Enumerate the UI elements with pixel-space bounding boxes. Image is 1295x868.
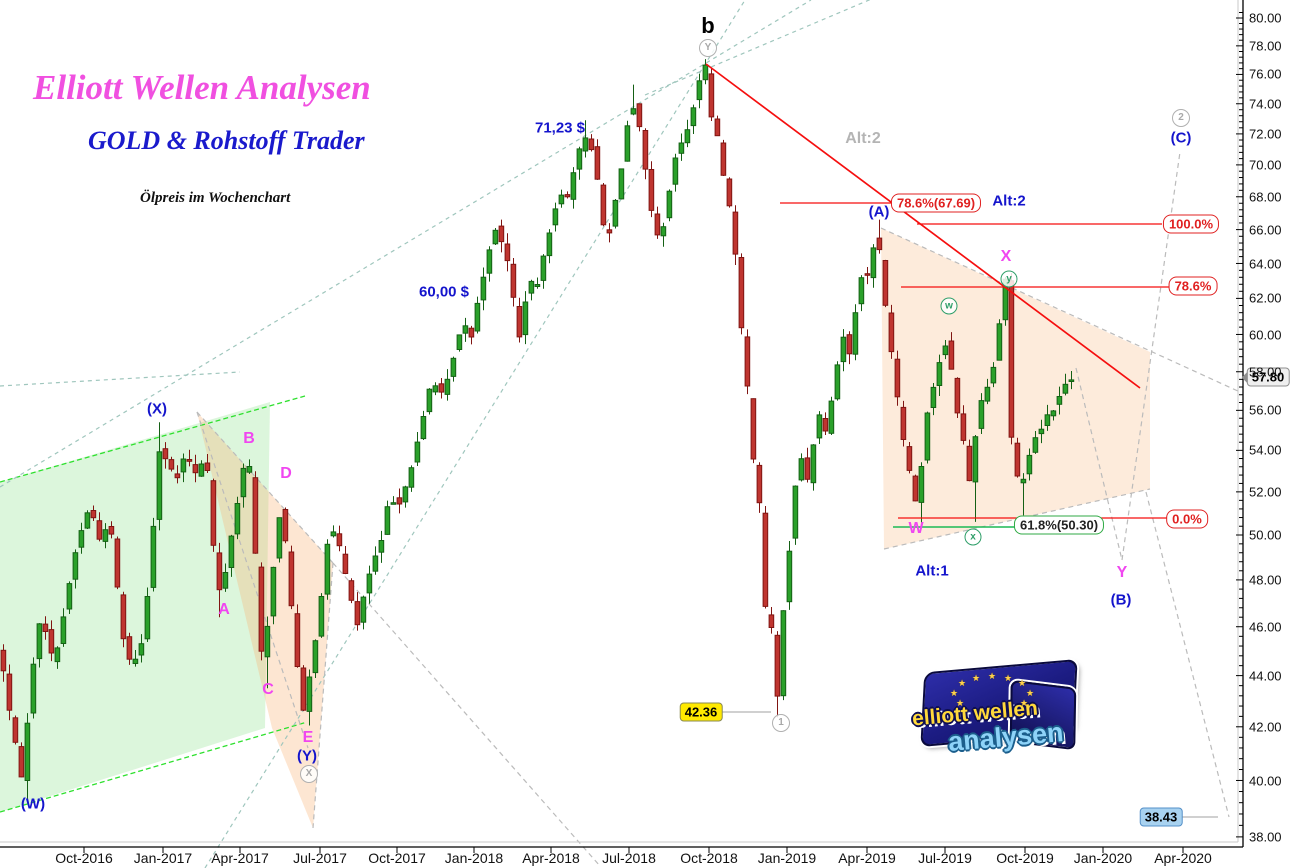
wave-W-paren: (W) <box>20 795 46 813</box>
price-axis-label: 68.00 <box>1249 189 1282 205</box>
fib-618-5030: 61.8%(50.30) <box>1013 515 1105 535</box>
logo-star-icon: ★ <box>956 698 965 708</box>
circled-w: w <box>940 297 958 315</box>
date-axis-label: Oct-2017 <box>368 850 426 866</box>
price-axis-label: 74.00 <box>1249 96 1282 112</box>
wave-W2: W <box>908 520 924 537</box>
axis-frame <box>0 0 1244 853</box>
price-axis-label: 42.00 <box>1249 719 1282 735</box>
date-axis-label: Jan-2018 <box>444 850 504 866</box>
logo-star-icon: ★ <box>1018 678 1027 688</box>
price-axis-label: 70.00 <box>1249 157 1282 173</box>
date-axis-label: Apr-2017 <box>211 850 269 866</box>
date-axis-label: Jul-2017 <box>293 850 347 866</box>
price-axis-label: 76.00 <box>1249 66 1282 82</box>
circled-x: x <box>964 528 982 546</box>
logo-star-icon: ★ <box>958 678 967 688</box>
wave-B-paren: (B) <box>1110 591 1132 609</box>
page-subtitle: GOLD & Rohstoff Trader <box>88 126 365 155</box>
price-note-6000: 60,00 $ <box>418 283 470 301</box>
date-axis-label: Jan-2017 <box>133 850 193 866</box>
price-axis-label: 46.00 <box>1249 619 1282 635</box>
price-axis-label: 50.00 <box>1249 527 1282 543</box>
candlesticks <box>0 59 1075 803</box>
wave-C: C <box>262 681 274 698</box>
circled-X-bottom: X <box>300 765 318 783</box>
alt1-blue: Alt:1 <box>915 562 949 580</box>
logo: elliott wellen analysen ★ ★ ★ ★ ★ ★ ★ ★ ★ <box>911 658 1097 769</box>
date-axis-label: Jan-2020 <box>1073 850 1133 866</box>
channel-green-dashed <box>0 395 308 813</box>
page-title: Elliott Wellen Analysen <box>33 68 371 107</box>
gray-connectors <box>719 711 1218 818</box>
channel-green-fill <box>0 402 270 812</box>
wave-D: D <box>280 465 292 482</box>
price-axis-label: 66.00 <box>1249 222 1282 238</box>
price-axis-label: 48.00 <box>1249 572 1282 588</box>
date-axis-label: Oct-2019 <box>996 850 1054 866</box>
circled-2: 2 <box>1172 109 1190 127</box>
wave-C-paren: (C) <box>1170 129 1192 147</box>
alt2-gray: Alt:2 <box>845 130 881 147</box>
price-axis-label: 58.00 <box>1249 364 1282 380</box>
price-axis-label: 44.00 <box>1249 668 1282 684</box>
price-note-7123: 71,23 $ <box>534 119 586 137</box>
price-axis-label: 60.00 <box>1249 327 1282 342</box>
price-axis-label: 40.00 <box>1249 773 1282 788</box>
fib-100: 100.0% <box>1162 214 1220 234</box>
date-axis-label: Jul-2018 <box>602 850 656 866</box>
logo-star-icon: ★ <box>950 688 959 698</box>
logo-star-icon: ★ <box>1020 698 1029 708</box>
circled-y: y <box>1000 270 1018 288</box>
price-axis-label: 56.00 <box>1249 402 1282 418</box>
price-axis-label: 62.00 <box>1249 290 1282 306</box>
logo-star-icon: ★ <box>1004 673 1013 683</box>
price-axis-label: 78.00 <box>1249 38 1282 54</box>
logo-star-icon: ★ <box>1026 688 1035 698</box>
fib-0: 0.0% <box>1166 509 1208 529</box>
wave-A-paren: (A) <box>868 203 890 221</box>
wave-A: A <box>218 601 230 618</box>
wave-b: b <box>701 13 715 38</box>
date-axis-label: Apr-2020 <box>1154 850 1212 866</box>
wave-Y2: Y <box>1116 564 1128 581</box>
wave-Y-paren: (Y) <box>297 747 317 765</box>
date-axis-label: Oct-2018 <box>680 850 738 866</box>
wave-E: E <box>302 729 314 746</box>
tag-current-5780: 57.80 <box>1246 367 1290 387</box>
channel-teal-dashed <box>0 0 871 868</box>
price-axis-label: 38.00 <box>1249 829 1282 845</box>
price-axis-label: 72.00 <box>1249 126 1282 142</box>
wave-X-paren: (X) <box>147 400 167 418</box>
price-axis-label: 52.00 <box>1249 484 1282 500</box>
fib-786-6769: 78.6%(67.69) <box>890 193 982 213</box>
tag-4236: 42.36 <box>679 702 723 722</box>
wave-B: B <box>243 430 255 447</box>
price-axis-label: 64.00 <box>1249 256 1282 271</box>
date-axis-label: Jul-2019 <box>918 850 972 866</box>
price-axis-label: 54.00 <box>1249 442 1282 458</box>
circled-Y-top: Y <box>699 39 717 57</box>
red-trendline <box>705 63 1141 389</box>
fib-786: 78.6% <box>1168 276 1218 296</box>
logo-star-icon: ★ <box>988 671 997 681</box>
tag-3843: 38.43 <box>1139 807 1183 827</box>
logo-star-icon: ★ <box>972 673 981 683</box>
date-axis-label: Oct-2016 <box>55 850 113 866</box>
date-axis-label: Apr-2019 <box>838 850 896 866</box>
date-axis-label: Apr-2018 <box>522 850 580 866</box>
circled-1: 1 <box>772 714 790 732</box>
chart-caption: Ölpreis im Wochenchart <box>140 190 291 206</box>
wave-X2: X <box>1000 248 1012 265</box>
price-axis-label: 80.00 <box>1249 10 1282 26</box>
date-axis-label: Jan-2019 <box>757 850 817 866</box>
alt2-blue: Alt:2 <box>992 192 1026 210</box>
